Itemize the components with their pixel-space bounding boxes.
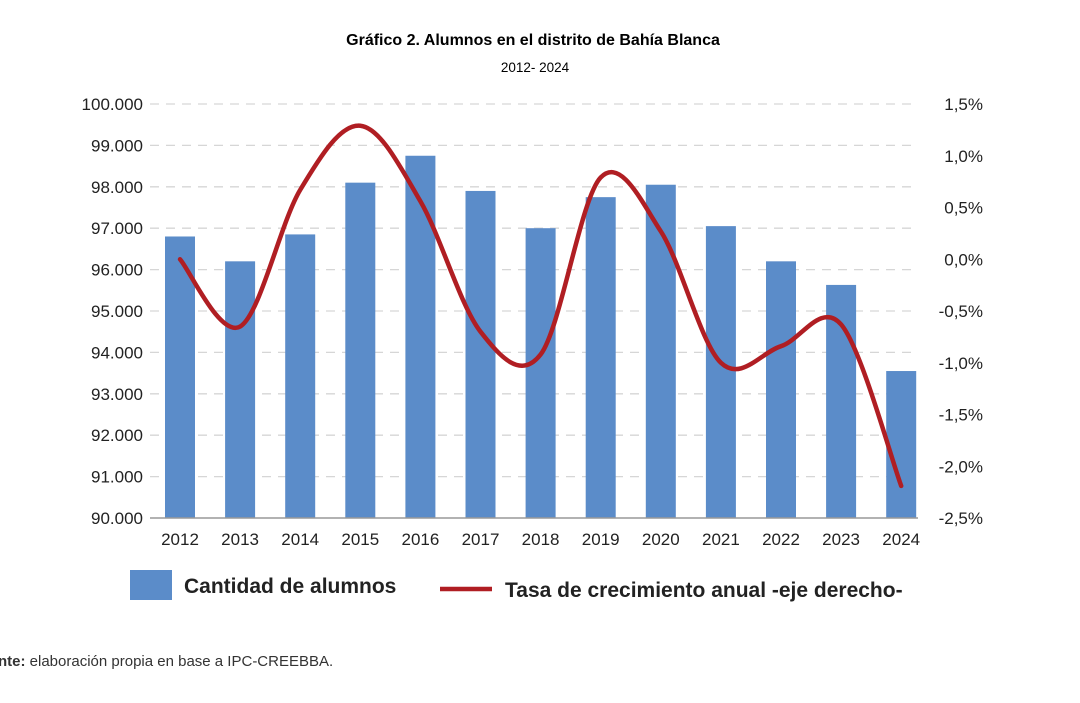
bar-2016	[405, 155, 436, 518]
left-axis-tick-label: 95.000	[91, 302, 143, 321]
right-axis-tick-label: -2,0%	[939, 457, 983, 476]
source-label: nte:	[0, 653, 26, 670]
x-axis-tick-label: 2013	[221, 530, 259, 549]
x-axis-ticks: 2012 2013 2014 2015 2016 2017 2018 2019 2020 2021…	[161, 530, 920, 549]
left-axis-tick-label: 94.000	[91, 343, 143, 362]
bar-2019	[585, 197, 616, 518]
bar-2024	[886, 371, 917, 518]
bar-2022	[766, 261, 796, 518]
right-axis-tick-label: -0,5%	[939, 302, 983, 321]
right-axis-tick-label: -2,5%	[939, 509, 983, 528]
x-axis-tick-label: 2022	[762, 530, 800, 549]
right-axis-tick-label: -1,0%	[939, 354, 983, 373]
bar-2013	[225, 261, 256, 518]
chart-subtitle: 2012- 2024	[501, 60, 570, 75]
x-axis-tick-label: 2018	[522, 530, 560, 549]
x-axis-tick-label: 2012	[161, 530, 199, 549]
legend-bar-swatch	[130, 570, 172, 600]
right-axis-tick-label: 0,0%	[944, 250, 983, 269]
legend-bar-label: Cantidad de alumnos	[184, 575, 396, 598]
left-axis-tick-label: 93.000	[91, 385, 143, 404]
bar-2023	[826, 284, 857, 518]
chart: Gráfico 2. Alumnos en el distrito de Bah…	[82, 32, 983, 602]
x-axis-tick-label: 2023	[822, 530, 860, 549]
x-axis-tick-label: 2021	[702, 530, 740, 549]
right-axis-tick-label: 0,5%	[944, 199, 983, 218]
x-axis-tick-label: 2016	[401, 530, 439, 549]
legend-line-label: Tasa de crecimiento anual -eje derecho-	[505, 579, 903, 602]
source-text: elaboración propia en base a IPC-CREEBBA…	[25, 653, 334, 670]
left-axis-tick-label: 98.000	[91, 178, 143, 197]
bars	[165, 155, 917, 519]
right-axis-tick-label: 1,5%	[944, 95, 983, 114]
bar-2018	[525, 228, 556, 518]
x-axis-tick-label: 2017	[462, 530, 500, 549]
legend: Cantidad de alumnos Tasa de crecimiento …	[130, 570, 903, 602]
left-axis-tick-label: 100.000	[82, 95, 143, 114]
x-axis-tick-label: 2024	[882, 530, 920, 549]
source-note: nte: elaboración propia en base a IPC-CR…	[0, 653, 333, 670]
x-axis-tick-label: 2014	[281, 530, 319, 549]
right-axis-tick-label: -1,5%	[939, 406, 983, 425]
left-axis-tick-label: 91.000	[91, 468, 143, 487]
left-axis-tick-label: 99.000	[91, 136, 143, 155]
x-axis-tick-label: 2020	[642, 530, 680, 549]
bar-2015	[345, 182, 376, 518]
right-axis-ticks: 1,5% 1,0% 0,5% 0,0% -0,5% -1,0% -1,5% -2,0% -2,5…	[939, 95, 983, 528]
right-axis-tick-label: 1,0%	[944, 147, 983, 166]
left-axis-ticks: 100.000 99.000 98.000 97.000 96.000 95.000 94.…	[82, 95, 143, 528]
left-axis-tick-label: 90.000	[91, 509, 143, 528]
bar-2020	[645, 184, 676, 519]
x-axis-tick-label: 2019	[582, 530, 620, 549]
bar-2017	[465, 190, 496, 518]
chart-title: Gráfico 2. Alumnos en el distrito de Bah…	[346, 32, 720, 49]
x-axis-tick-label: 2015	[341, 530, 379, 549]
bar-2021	[705, 226, 736, 518]
left-axis-tick-label: 97.000	[91, 219, 143, 238]
bar-2014	[285, 234, 316, 518]
left-axis-tick-label: 92.000	[91, 426, 143, 445]
bar-2012	[165, 236, 195, 519]
left-axis-tick-label: 96.000	[91, 261, 143, 280]
growth-rate-line	[177, 123, 904, 489]
